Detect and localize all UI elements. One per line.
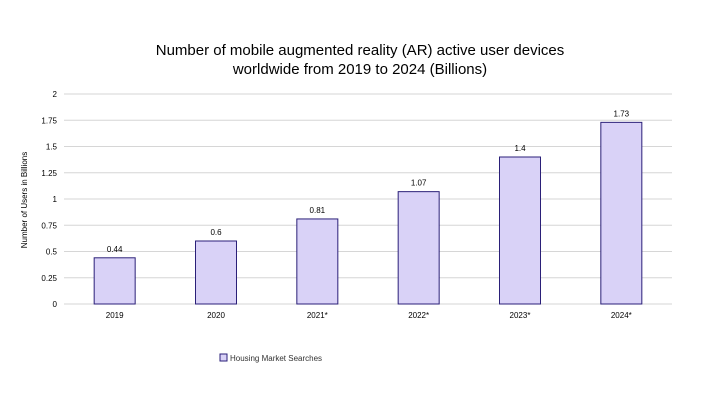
chart-title-line-1: Number of mobile augmented reality (AR) …: [156, 42, 565, 59]
data-label: 1.07: [411, 179, 427, 188]
legend-swatch: [219, 353, 228, 362]
legend-label: Housing Market Searches: [230, 354, 322, 363]
y-tick-label: 1.5: [46, 143, 58, 152]
y-axis-ticks: 0 0.25 0.5 0.75 1 1.25 1.5 1.75 2: [41, 90, 57, 309]
x-tick-label: 2022*: [408, 311, 429, 320]
data-label: 1.73: [614, 109, 630, 118]
legend: Housing Market Searches: [219, 353, 322, 363]
y-tick-label: 0.75: [41, 221, 57, 230]
x-tick-label: 2019: [106, 311, 124, 320]
bar: [296, 218, 339, 305]
data-label: 0.44: [107, 245, 123, 254]
x-tick-label: 2024*: [611, 311, 632, 320]
bar: [195, 240, 237, 305]
data-label: 0.6: [210, 228, 222, 237]
bar: [600, 121, 643, 305]
bar-series: 0.44 0.6 0.81 1.07 1.4 1.73: [93, 109, 643, 305]
bar: [397, 191, 440, 305]
data-label: 0.81: [310, 206, 326, 215]
y-tick-label: 0.5: [46, 248, 58, 257]
x-axis-ticks: 2019 2020 2021* 2022* 2023* 2024*: [106, 311, 632, 320]
bar: [499, 156, 541, 305]
y-axis-label: Number of Users in Billions: [20, 152, 29, 248]
y-tick-label: 1: [53, 195, 58, 204]
y-tick-label: 2: [53, 90, 58, 99]
y-tick-label: 1.25: [41, 169, 57, 178]
bar: [93, 257, 136, 305]
x-tick-label: 2020: [207, 311, 225, 320]
chart-title-line-2: worldwide from 2019 to 2024 (Billions): [232, 61, 487, 78]
data-label: 1.4: [514, 144, 526, 153]
x-tick-label: 2023*: [510, 311, 531, 320]
gridlines: [64, 93, 672, 305]
y-tick-label: 0: [53, 300, 58, 309]
y-tick-label: 0.25: [41, 274, 57, 283]
x-tick-label: 2021*: [307, 311, 328, 320]
y-tick-label: 1.75: [41, 116, 57, 125]
